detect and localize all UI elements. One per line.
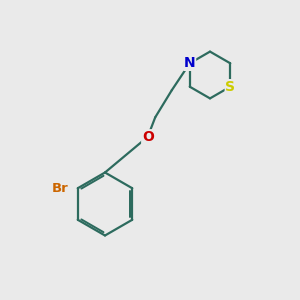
Text: Br: Br bbox=[52, 182, 69, 195]
Text: O: O bbox=[142, 130, 154, 144]
Text: S: S bbox=[225, 80, 235, 94]
Text: N: N bbox=[184, 56, 196, 70]
